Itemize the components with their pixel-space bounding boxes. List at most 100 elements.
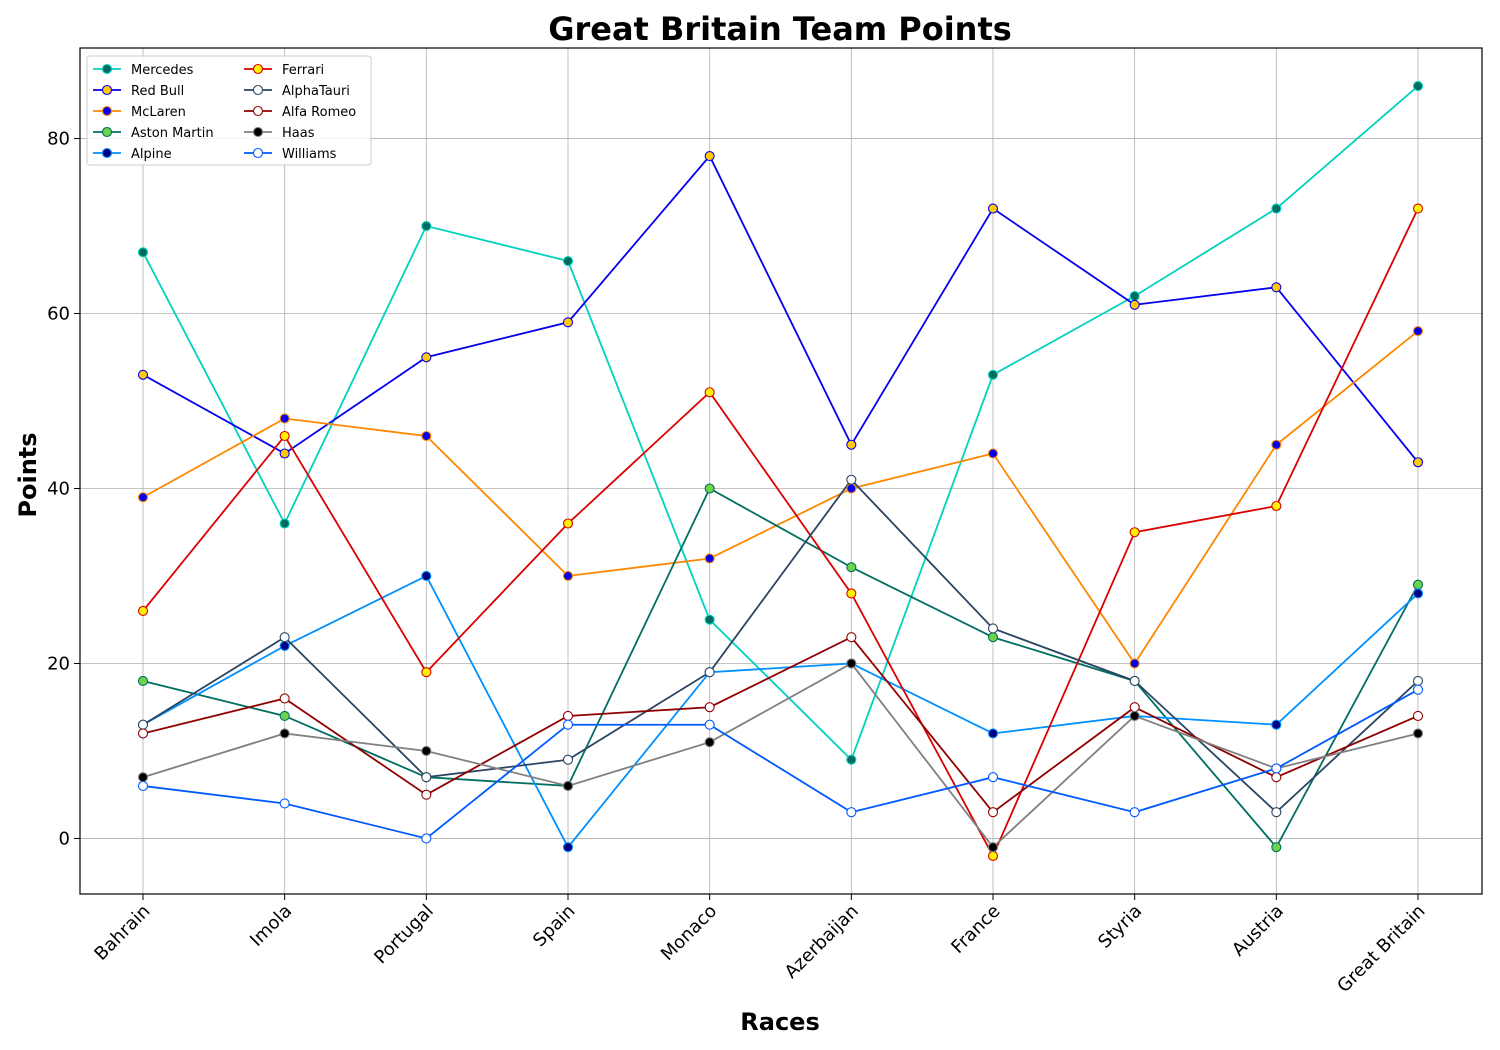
data-point-williams	[1129, 807, 1140, 818]
data-point-mercedes	[562, 255, 574, 267]
data-point-alpine	[279, 640, 290, 652]
legend-label-ferrari: Ferrari	[282, 63, 324, 78]
legend-label-red-bull: Red Bull	[131, 84, 184, 99]
data-point-mercedes	[987, 369, 999, 380]
data-point-aston-martin	[846, 562, 857, 573]
y-tick-label: 40	[47, 478, 70, 499]
data-point-ferrari	[562, 518, 574, 529]
legend-swatch-marker-alfa-romeo	[252, 105, 264, 117]
data-point-alphatauri	[279, 632, 290, 643]
data-point-ferrari	[1129, 527, 1140, 538]
legend-swatch-marker-williams	[252, 147, 264, 159]
data-point-aston-martin	[987, 632, 999, 643]
data-point-mercedes	[704, 614, 715, 625]
data-point-mclaren	[137, 492, 149, 503]
data-point-mclaren	[279, 413, 290, 424]
data-point-aston-martin	[137, 675, 149, 687]
data-point-haas	[987, 842, 999, 853]
data-point-mclaren	[846, 483, 857, 494]
data-point-williams	[137, 780, 149, 792]
y-tick-label: 0	[59, 828, 70, 849]
series-line-mclaren	[142, 330, 1419, 666]
data-point-ferrari	[987, 850, 999, 861]
legend-label-alfa-romeo: Alfa Romeo	[282, 105, 356, 120]
data-point-williams	[279, 798, 290, 809]
data-point-haas	[279, 728, 290, 739]
data-point-alphatauri	[137, 719, 149, 730]
legend-swatch-marker-mercedes	[101, 63, 113, 75]
data-point-alfa-romeo	[1271, 772, 1282, 783]
data-point-red-bull	[137, 369, 149, 380]
data-point-mclaren	[987, 448, 999, 459]
data-point-alfa-romeo	[279, 693, 290, 704]
data-point-ferrari	[1412, 203, 1424, 214]
data-point-alphatauri	[987, 623, 999, 634]
data-point-mercedes	[1129, 290, 1140, 302]
data-point-aston-martin	[704, 483, 715, 494]
data-point-aston-martin	[279, 710, 290, 722]
data-point-mclaren	[562, 570, 574, 582]
data-point-alpine	[987, 728, 999, 739]
data-point-ferrari	[279, 430, 290, 442]
data-point-haas	[137, 772, 149, 783]
data-point-haas	[421, 745, 432, 757]
data-point-alfa-romeo	[1129, 702, 1140, 713]
data-point-williams	[1412, 684, 1424, 695]
legend-label-mercedes: Mercedes	[131, 63, 194, 78]
data-point-haas	[1412, 728, 1424, 739]
data-point-alfa-romeo	[704, 702, 715, 713]
y-tick-label: 80	[47, 129, 70, 150]
data-point-alfa-romeo	[846, 632, 857, 643]
y-axis-label: Points	[14, 432, 42, 517]
data-point-haas	[846, 658, 857, 669]
data-point-williams	[704, 719, 715, 730]
legend-box	[86, 55, 372, 166]
data-point-ferrari	[137, 605, 149, 617]
data-point-ferrari	[846, 588, 857, 599]
data-point-alfa-romeo	[987, 807, 999, 818]
y-tick-label: 60	[47, 304, 70, 325]
legend-swatch-marker-aston-martin	[101, 126, 113, 138]
data-point-haas	[1129, 710, 1140, 722]
data-point-mercedes	[1271, 203, 1282, 214]
data-point-alphatauri	[846, 474, 857, 485]
data-point-williams	[421, 833, 432, 844]
data-point-mclaren	[1129, 658, 1140, 669]
legend-label-williams: Williams	[282, 147, 337, 162]
data-point-alfa-romeo	[562, 710, 574, 722]
data-point-ferrari	[1271, 500, 1282, 512]
data-point-mclaren	[1412, 325, 1424, 337]
data-point-red-bull	[704, 150, 715, 162]
data-point-mercedes	[137, 247, 149, 258]
legend-label-alphatauri: AlphaTauri	[282, 84, 350, 99]
legend-label-aston-martin: Aston Martin	[131, 126, 214, 141]
data-point-ferrari	[421, 667, 432, 678]
data-point-mercedes	[279, 518, 290, 529]
data-point-alpine	[1271, 719, 1282, 730]
data-point-alphatauri	[704, 667, 715, 678]
data-point-haas	[562, 780, 574, 792]
legend-swatch-marker-red-bull	[101, 84, 113, 96]
data-point-aston-martin	[1271, 842, 1282, 853]
series-line-alphatauri	[142, 478, 1419, 814]
data-point-mercedes	[1412, 81, 1424, 92]
data-point-williams	[562, 719, 574, 730]
legend: Mercedes Red Bull McLaren Aston Martin Alpin…	[86, 55, 372, 166]
data-point-alfa-romeo	[137, 728, 149, 739]
data-point-alphatauri	[421, 772, 432, 783]
series-lines	[142, 85, 1419, 858]
data-point-alphatauri	[562, 754, 574, 765]
data-point-alpine	[562, 842, 574, 853]
data-point-red-bull	[562, 317, 574, 328]
chart-title: Great Britain Team Points	[548, 10, 1012, 48]
data-point-red-bull	[846, 439, 857, 450]
data-point-alphatauri	[1129, 675, 1140, 687]
data-point-williams	[1271, 763, 1282, 774]
legend-label-mclaren: McLaren	[131, 105, 186, 120]
data-point-mclaren	[704, 553, 715, 564]
data-point-alphatauri	[1412, 675, 1424, 687]
legend-swatch-marker-haas	[252, 126, 264, 138]
